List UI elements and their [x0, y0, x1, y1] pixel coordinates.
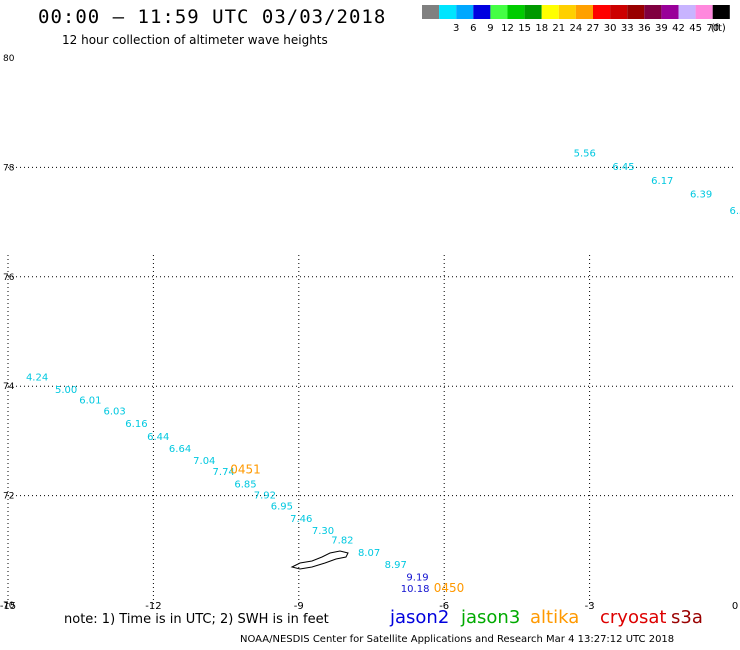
wave-height-label: 7.92 [254, 490, 276, 501]
legend-tick-label: 33 [621, 23, 634, 34]
satellite-name-cryosat: cryosat [600, 607, 667, 628]
legend-swatch [695, 5, 713, 19]
legend-tick-label: 3 [453, 23, 459, 34]
wave-height-label: 4.24 [26, 373, 48, 384]
legend-tick-label: 30 [604, 23, 617, 34]
satellite-name-s3a: s3a [671, 607, 703, 628]
wave-height-label: 5.56 [574, 148, 596, 159]
legend-swatch [558, 5, 576, 19]
latitude-labels: 80 78 76 74 72 70 [3, 54, 15, 611]
legend-tick-label: 27 [587, 23, 600, 34]
wave-height-label: 6.16 [125, 419, 147, 430]
island-outline [290, 550, 349, 570]
lon-tick-label: -9 [294, 601, 304, 612]
credit-line: NOAA/NESDIS Center for Satellite Applica… [240, 634, 675, 645]
legend-swatch [627, 5, 645, 19]
legend-swatch [575, 5, 593, 19]
wave-height-label: 6.95 [271, 501, 293, 512]
wave-height-label: 0451 [230, 463, 261, 477]
lon-tick-label: 0 [732, 601, 738, 612]
lat-tick-label: 72 [3, 492, 14, 502]
wave-height-label: 7.46 [290, 514, 312, 525]
legend-swatch [490, 5, 508, 19]
wave-height-label: 6.17 [651, 176, 673, 187]
legend-swatch [456, 5, 474, 19]
wave-height-label: 8.97 [385, 560, 407, 571]
map-subtitle: 12 hour collection of altimeter wave hei… [62, 33, 328, 47]
legend-swatch [644, 5, 662, 19]
legend-tick-label: 39 [655, 23, 668, 34]
wave-height-label: 6.39 [690, 189, 712, 200]
satellite-name-altika: altika [530, 607, 580, 628]
legend-tick-label: 42 [672, 23, 685, 34]
legend-units: (ft) [711, 23, 726, 34]
lon-tick-label: -3 [585, 601, 595, 612]
wave-height-label: 7.74 [213, 467, 235, 478]
lat-lon-grid [7, 166, 735, 605]
legend-tick-label: 45 [689, 23, 702, 34]
legend-tick-label: 18 [535, 23, 548, 34]
legend-tick-label: 70 [706, 23, 719, 34]
lat-tick-label: 78 [3, 163, 15, 173]
wave-height-label: 6.45 [612, 162, 634, 173]
lon-tick-label: -12 [145, 601, 161, 612]
legend-swatch [610, 5, 628, 19]
wave-height-label: 6.44 [147, 432, 169, 443]
legend-tick-label: 24 [570, 23, 583, 34]
legend-tick-label: 12 [501, 23, 514, 34]
legend-swatch [678, 5, 696, 19]
wave-height-label: 7.30 [312, 526, 334, 537]
legend-swatch [712, 5, 730, 19]
legend-swatch [473, 5, 491, 19]
legend-tick-label: 6 [470, 23, 476, 34]
wave-height-label: 6.03 [103, 407, 125, 418]
wave-height-label: 7.82 [331, 536, 353, 547]
legend-swatch [422, 5, 440, 19]
wave-height-label: 6.3 [729, 206, 740, 217]
legend-tick-label: 9 [487, 23, 493, 34]
legend-swatch [661, 5, 679, 19]
wave-height-label: 7.04 [193, 456, 215, 467]
satellite-name-jason2: jason2 [390, 607, 450, 628]
lat-tick-label: 80 [3, 54, 15, 64]
legend-tick-label: 36 [638, 23, 651, 34]
satellite-name-jason3: jason3 [461, 607, 521, 628]
wave-height-label: 6.64 [169, 444, 191, 455]
legend-swatch [524, 5, 542, 19]
footer-note: note: 1) Time is in UTC; 2) SWH is in fe… [64, 612, 329, 627]
wave-height-label: 8.07 [358, 548, 380, 559]
lat-tick-label: 70 [3, 601, 15, 611]
wave-height-label: 10.18 [401, 584, 430, 595]
lat-tick-label: 76 [3, 273, 15, 283]
legend-tick-label: 21 [552, 23, 565, 34]
wave-height-label: 6.85 [234, 479, 256, 490]
legend-swatch [541, 5, 559, 19]
longitude-labels: -15 -12 -9 -6 -3 0 [0, 601, 738, 612]
wave-height-points: 5.566.456.176.396.34.245.006.016.036.166… [26, 148, 740, 594]
lon-tick-label: -15 [0, 601, 16, 612]
lon-tick-label: -6 [439, 601, 449, 612]
legend-swatch [439, 5, 457, 19]
lat-tick-label: 74 [3, 382, 15, 392]
legend-tick-label: 15 [518, 23, 531, 34]
color-legend: 3 6 9 12 15 18 21 24 27 30 33 36 39 42 45 70(ft) [422, 5, 730, 34]
wave-height-label: 0450 [434, 581, 465, 595]
wave-height-label: 9.19 [406, 572, 428, 583]
wave-height-label: 6.01 [79, 396, 101, 407]
map-title: 00:00 – 11:59 UTC 03/03/2018 [38, 6, 387, 28]
wave-height-label: 5.00 [55, 385, 77, 396]
legend-swatch [593, 5, 611, 19]
legend-swatch [507, 5, 525, 19]
